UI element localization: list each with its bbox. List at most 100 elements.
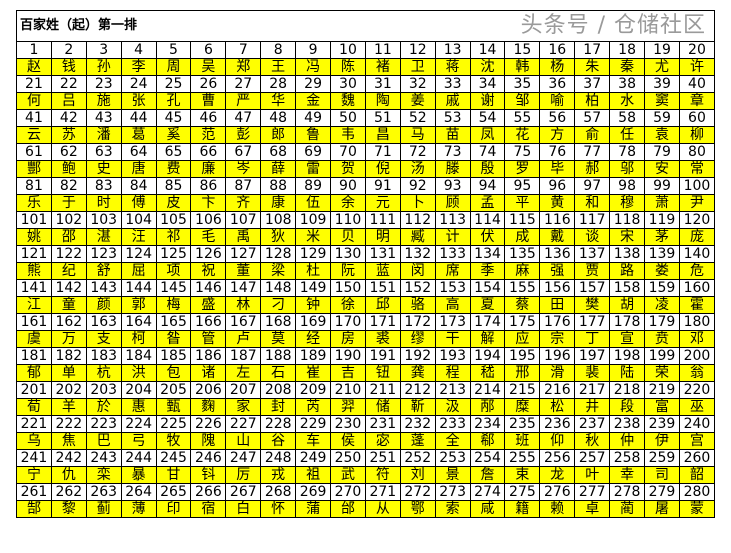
- number-cell: 136: [539, 245, 576, 263]
- number-cell: 57: [574, 109, 611, 127]
- surname-cell: 强: [539, 262, 576, 280]
- number-cell: 144: [120, 279, 157, 297]
- surname-cell: 韩: [504, 58, 541, 76]
- number-cell: 73: [434, 143, 471, 161]
- number-cell: 189: [295, 347, 332, 365]
- number-cell: 9: [295, 41, 332, 59]
- number-cell: 203: [85, 381, 122, 399]
- number-cell: 53: [434, 109, 471, 127]
- number-cell: 176: [539, 313, 576, 331]
- surname-cell: 蔡: [504, 296, 541, 314]
- surname-cell: 应: [504, 330, 541, 348]
- number-cell: 83: [85, 177, 122, 195]
- number-cell: 150: [330, 279, 366, 297]
- number-cell: 62: [50, 143, 87, 161]
- surname-cell: 廉: [190, 160, 227, 178]
- surname-cell: 谷: [260, 432, 297, 450]
- surname-cell: 顾: [434, 194, 471, 212]
- number-cell: 190: [330, 347, 366, 365]
- surname-cell: 柳: [678, 126, 716, 144]
- number-cell: 5: [155, 41, 192, 59]
- surname-cell: 支: [85, 330, 122, 348]
- number-cell: 277: [574, 483, 611, 501]
- number-cell: 2: [50, 41, 87, 59]
- surname-cell: 曹: [190, 92, 227, 110]
- number-cell: 68: [260, 143, 297, 161]
- number-cell: 51: [364, 109, 401, 127]
- number-cell: 89: [295, 177, 332, 195]
- surname-cell: 芮: [295, 398, 332, 416]
- surname-cell: 鲍: [50, 160, 87, 178]
- number-cell: 66: [190, 143, 227, 161]
- surname-cell: 巫: [678, 398, 716, 416]
- number-cell: 247: [225, 449, 262, 467]
- surname-cell: 窦: [644, 92, 680, 110]
- surname-cell: 皮: [155, 194, 192, 212]
- number-cell: 157: [574, 279, 611, 297]
- surname-cell: 甄: [155, 398, 192, 416]
- number-cell: 55: [504, 109, 541, 127]
- surname-cell: 隗: [190, 432, 227, 450]
- surname-cell: 米: [295, 228, 332, 246]
- surname-cell: 诸: [190, 364, 227, 382]
- number-cell: 3: [85, 41, 122, 59]
- number-cell: 134: [469, 245, 506, 263]
- surname-cell: 吴: [190, 58, 227, 76]
- number-cell: 96: [539, 177, 576, 195]
- surname-row: 乌焦巴弓牧隗山谷车侯宓蓬全郗班仰秋仲伊宫: [16, 432, 716, 450]
- surname-cell: 舒: [85, 262, 122, 280]
- surname-cell: 刁: [260, 296, 297, 314]
- surname-cell: 江: [16, 296, 52, 314]
- title-row: 百家姓（起）第一排 头条号 / 仓储社区: [16, 10, 715, 42]
- surname-cell: 荀: [16, 398, 52, 416]
- surname-cell: 席: [434, 262, 471, 280]
- surname-cell: 叶: [574, 466, 611, 484]
- surname-cell: 怀: [260, 500, 297, 518]
- surname-cell: 喻: [539, 92, 576, 110]
- surname-cell: 孔: [155, 92, 192, 110]
- surname-cell: 陶: [364, 92, 401, 110]
- surname-cell: 卞: [190, 194, 227, 212]
- surname-cell: 毛: [190, 228, 227, 246]
- number-cell: 45: [155, 109, 192, 127]
- surname-cell: 贝: [330, 228, 366, 246]
- number-row: 101 102 103 104 105 106 107 108 109 110 111 112 113 1…: [16, 211, 716, 229]
- number-cell: 166: [190, 313, 227, 331]
- number-cell: 77: [574, 143, 611, 161]
- number-cell: 154: [469, 279, 506, 297]
- surname-cell: 余: [330, 194, 366, 212]
- number-cell: 10: [330, 41, 366, 59]
- number-cell: 97: [574, 177, 611, 195]
- surname-cell: 贲: [644, 330, 680, 348]
- number-cell: 161: [16, 313, 52, 331]
- number-cell: 260: [678, 449, 716, 467]
- number-cell: 201: [16, 381, 52, 399]
- surname-cell: 穆: [609, 194, 646, 212]
- surname-cell: 邰: [330, 500, 366, 518]
- surname-cell: 蓟: [85, 500, 122, 518]
- surname-cell: 吕: [50, 92, 87, 110]
- number-cell: 30: [330, 75, 366, 93]
- surname-cell: 罗: [504, 160, 541, 178]
- surname-cell: 封: [260, 398, 297, 416]
- number-cell: 168: [260, 313, 297, 331]
- surname-cell: 闵: [399, 262, 436, 280]
- surname-cell: 奚: [155, 126, 192, 144]
- surname-cell: 韶: [678, 466, 716, 484]
- surname-cell: 宫: [678, 432, 716, 450]
- number-cell: 231: [364, 415, 401, 433]
- number-cell: 60: [678, 109, 716, 127]
- surname-cell: 裘: [364, 330, 401, 348]
- number-cell: 59: [644, 109, 680, 127]
- number-cell: 156: [539, 279, 576, 297]
- surname-cell: 詹: [469, 466, 506, 484]
- surname-cell: 贺: [330, 160, 366, 178]
- number-cell: 18: [609, 41, 646, 59]
- surname-cell: 危: [678, 262, 716, 280]
- surname-cell: 康: [260, 194, 297, 212]
- number-cell: 256: [539, 449, 576, 467]
- surname-cell: 洪: [120, 364, 157, 382]
- surname-cell: 田: [539, 296, 576, 314]
- surname-cell: 蒲: [295, 500, 332, 518]
- number-cell: 169: [295, 313, 332, 331]
